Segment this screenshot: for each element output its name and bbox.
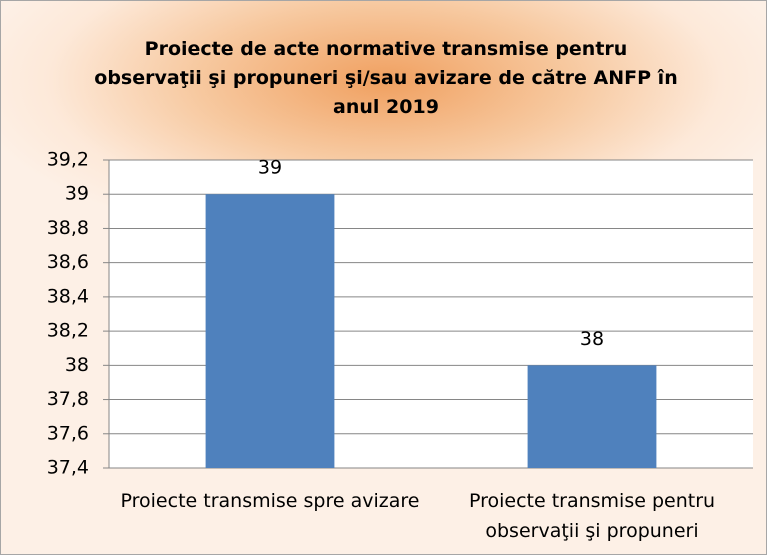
- x-tick-label: Proiecte transmise spre avizare: [120, 490, 420, 512]
- y-tick-label: 37,6: [47, 422, 89, 444]
- y-tick-label: 38,2: [47, 320, 89, 342]
- chart-title: Proiecte de acte normative transmise pen…: [94, 38, 678, 118]
- y-tick-label: 37,4: [47, 457, 89, 479]
- y-tick-label: 38,8: [47, 217, 89, 239]
- y-tick-label: 37,8: [47, 388, 89, 410]
- bar: [205, 194, 335, 468]
- bar: [527, 365, 657, 468]
- y-tick-label: 39: [65, 183, 89, 205]
- y-tick-label: 38,4: [47, 285, 89, 307]
- y-tick-label: 39,2: [47, 149, 89, 171]
- x-tick-label: Proiecte transmise pentru observaţii şi …: [468, 490, 716, 542]
- data-label: 39: [258, 157, 282, 179]
- y-tick-label: 38,6: [47, 251, 89, 273]
- data-label: 38: [580, 328, 604, 350]
- y-tick-label: 38: [65, 354, 89, 376]
